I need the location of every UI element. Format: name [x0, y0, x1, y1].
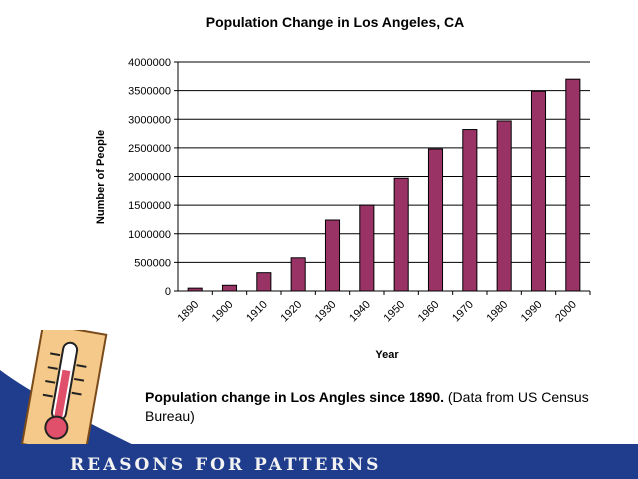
bar-1900 [221, 284, 238, 292]
x-tick-label: 1920 [278, 299, 304, 325]
x-tick-label: 1970 [450, 299, 476, 325]
y-tick-label: 3500000 [128, 86, 171, 98]
y-tick-label: 1500000 [128, 200, 171, 212]
x-tick-label: 2000 [553, 299, 579, 325]
y-tick-label: 3000000 [128, 114, 171, 126]
bar-1940 [359, 204, 375, 292]
x-tick-label: 1910 [244, 299, 270, 325]
x-tick-label: 1940 [347, 299, 373, 325]
x-tick-label: 1950 [381, 299, 407, 325]
y-tick-label: 4000000 [128, 57, 171, 69]
bar-1960 [427, 148, 444, 292]
bar-1980 [496, 120, 512, 292]
gridlines [178, 61, 590, 263]
bar-1950 [393, 177, 409, 292]
footer-band [0, 444, 638, 479]
chart-caption: Population change in Los Angles since 18… [145, 388, 615, 426]
thermometer-icon [0, 322, 140, 457]
x-tick-label: 1930 [313, 299, 339, 325]
y-tick-label: 0 [165, 286, 171, 298]
bar-1910 [256, 272, 272, 292]
x-tick-label: 1890 [175, 299, 201, 325]
x-tick-label: 1990 [519, 299, 545, 325]
y-tick-label: 500000 [134, 257, 171, 269]
axes [174, 61, 591, 295]
y-tick-labels: 0 500000 1000000 1500000 2000000 2500000 30000… [128, 57, 171, 298]
x-tick-label: 1980 [484, 299, 510, 325]
caption-bold: Population change in Los Angles since 18… [145, 389, 444, 405]
y-tick-label: 1000000 [128, 229, 171, 241]
bar-1970 [462, 129, 478, 292]
bar-1990 [530, 90, 547, 292]
chart-title: Population Change in Los Angeles, CA [206, 14, 465, 30]
x-tick-label: 1960 [416, 299, 442, 325]
caption-source: (Data from US Census Bureau) [145, 389, 589, 424]
x-axis-label: Year [375, 349, 399, 361]
bar-1930 [324, 219, 341, 292]
footer-title: REASONS FOR PATTERNS [70, 455, 382, 475]
y-tick-label: 2500000 [128, 143, 171, 155]
bars [187, 78, 581, 292]
x-tick-labels: 1890 1900 1910 1920 1930 1940 1950 1960 1970 1980… [175, 299, 578, 325]
x-tick-label: 1900 [210, 299, 236, 325]
y-axis-label: Number of People [95, 130, 107, 224]
bar-2000 [565, 78, 581, 292]
bar-1920 [290, 257, 306, 292]
y-tick-label: 2000000 [128, 172, 171, 184]
